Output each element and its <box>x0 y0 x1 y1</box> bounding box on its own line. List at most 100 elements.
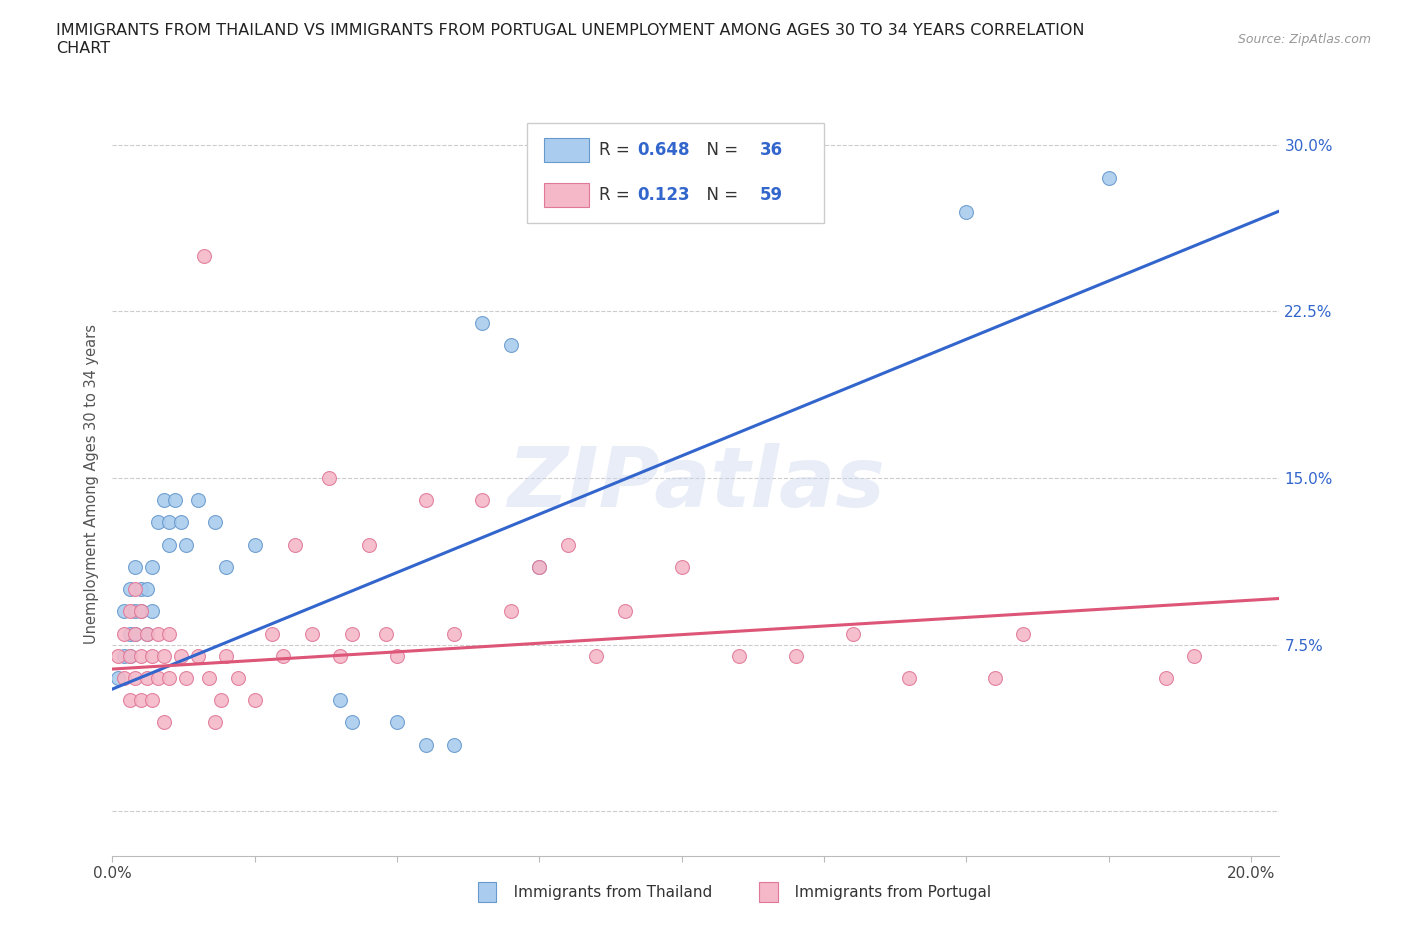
Point <box>204 715 226 730</box>
Point <box>157 538 180 552</box>
Text: IMMIGRANTS FROM THAILAND VS IMMIGRANTS FROM PORTUGAL UNEMPLOYMENT AMONG AGES 30 : IMMIGRANTS FROM THAILAND VS IMMIGRANTS F… <box>56 23 1085 56</box>
Point <box>471 493 494 508</box>
Point <box>107 648 129 663</box>
Point <box>1154 671 1177 685</box>
Point <box>955 204 977 219</box>
Text: N =: N = <box>696 186 744 204</box>
Point <box>841 626 863 641</box>
Point <box>112 626 135 641</box>
Y-axis label: Unemployment Among Ages 30 to 34 years: Unemployment Among Ages 30 to 34 years <box>83 324 98 644</box>
Text: R =: R = <box>599 186 640 204</box>
Point <box>141 604 163 618</box>
Point <box>671 560 693 575</box>
Point <box>193 248 215 263</box>
Point <box>129 604 152 618</box>
Point <box>318 471 340 485</box>
Point <box>141 560 163 575</box>
Point <box>176 671 198 685</box>
Point <box>727 648 749 663</box>
Point <box>471 315 494 330</box>
Point <box>260 626 283 641</box>
Text: R =: R = <box>599 141 636 159</box>
Point <box>357 538 380 552</box>
Point <box>215 648 238 663</box>
Point <box>170 515 193 530</box>
Point <box>340 715 363 730</box>
Text: 36: 36 <box>761 141 783 159</box>
Text: Immigrants from Thailand: Immigrants from Thailand <box>499 885 713 900</box>
Point <box>226 671 249 685</box>
Point <box>124 671 146 685</box>
Point <box>118 693 141 708</box>
Point <box>118 604 141 618</box>
Point <box>529 560 551 575</box>
Point <box>329 693 352 708</box>
Point <box>124 604 146 618</box>
Point <box>529 560 551 575</box>
Point <box>141 648 163 663</box>
Point <box>146 626 169 641</box>
Point <box>112 648 135 663</box>
Point <box>118 581 141 596</box>
Point <box>385 648 408 663</box>
Bar <box>478 882 496 902</box>
Point <box>271 648 294 663</box>
Point <box>340 626 363 641</box>
Point <box>135 626 157 641</box>
Point <box>984 671 1007 685</box>
Point <box>585 648 607 663</box>
Point <box>198 671 221 685</box>
Point <box>1012 626 1035 641</box>
Point <box>385 715 408 730</box>
Point <box>499 338 522 352</box>
Point <box>1182 648 1205 663</box>
Text: 0.648: 0.648 <box>638 141 690 159</box>
Point <box>284 538 307 552</box>
Point <box>129 604 152 618</box>
Bar <box>759 882 778 902</box>
Point <box>146 515 169 530</box>
Point <box>124 626 146 641</box>
Point <box>243 538 266 552</box>
Point <box>112 671 135 685</box>
Text: 59: 59 <box>761 186 783 204</box>
Point <box>187 493 209 508</box>
Point <box>129 648 152 663</box>
Point <box>129 581 152 596</box>
Point <box>152 493 174 508</box>
Point <box>170 648 193 663</box>
Point <box>443 737 465 752</box>
Point <box>165 493 187 508</box>
Point <box>898 671 921 685</box>
Bar <box>544 139 589 162</box>
Point <box>118 626 141 641</box>
Text: N =: N = <box>696 141 744 159</box>
Point <box>176 538 198 552</box>
Point <box>124 560 146 575</box>
Point <box>118 648 141 663</box>
Point <box>129 693 152 708</box>
Point <box>107 671 129 685</box>
Point <box>557 538 579 552</box>
Point <box>329 648 352 663</box>
Point <box>157 515 180 530</box>
Point <box>135 626 157 641</box>
Text: Immigrants from Portugal: Immigrants from Portugal <box>780 885 991 900</box>
Bar <box>544 183 589 206</box>
Text: 0.123: 0.123 <box>638 186 690 204</box>
FancyBboxPatch shape <box>527 123 824 223</box>
Point <box>146 671 169 685</box>
Point <box>141 693 163 708</box>
Point <box>374 626 396 641</box>
Point <box>157 626 180 641</box>
Point <box>499 604 522 618</box>
Point <box>243 693 266 708</box>
Point <box>157 671 180 685</box>
Point <box>215 560 238 575</box>
Text: ZIPatlas: ZIPatlas <box>508 443 884 525</box>
Point <box>124 581 146 596</box>
Point <box>135 581 157 596</box>
Point <box>415 737 437 752</box>
Text: Source: ZipAtlas.com: Source: ZipAtlas.com <box>1237 33 1371 46</box>
Point <box>204 515 226 530</box>
